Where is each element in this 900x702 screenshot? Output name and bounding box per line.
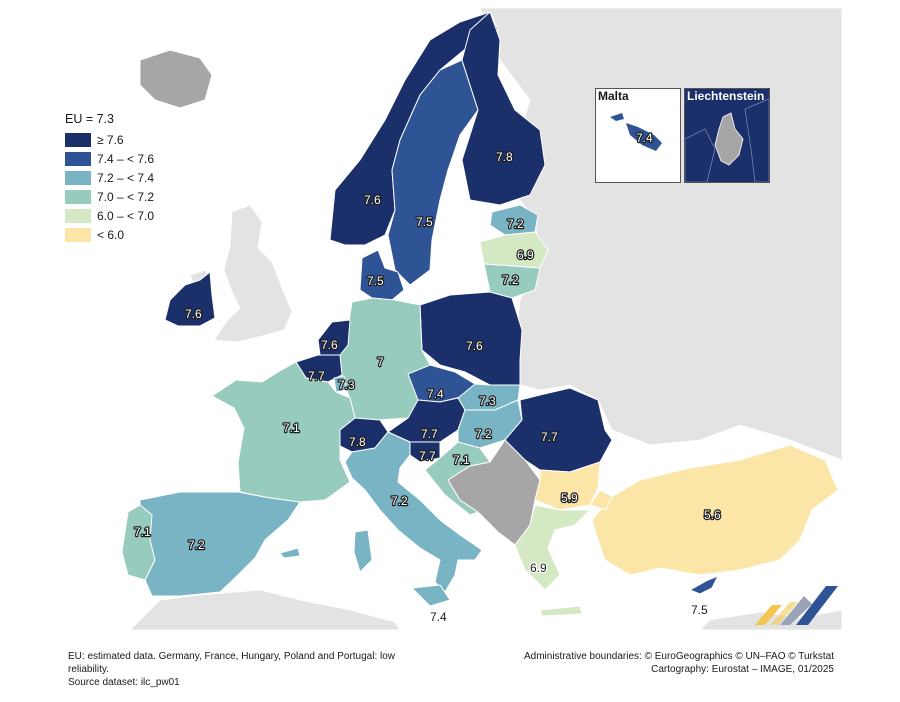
sicily [410,584,451,607]
value-denmark: 7.5 [367,274,384,288]
legend-label: ≥ 7.6 [97,132,124,147]
value-spain: 7.2 [188,538,205,552]
ireland [164,271,216,327]
legend-swatch [65,132,91,147]
iceland [139,49,213,109]
balearic-islands [279,547,301,559]
poland [419,291,523,386]
legend-swatch [65,227,91,242]
turkey [591,444,839,576]
footnote-line: reliability. [68,664,109,675]
legend-swatch [65,208,91,223]
legend-item: 6.0 – < 7.0 [65,206,154,225]
value-belgium: 7.7 [308,369,325,383]
luxembourg [333,375,347,393]
value-france: 7.1 [283,421,300,435]
eurostat-logo [755,586,838,625]
source-dataset: Source dataset: ilc_pw01 [68,677,180,688]
value-bulgaria: 5.9 [561,491,578,505]
legend-label: 7.0 – < 7.2 [97,189,155,204]
footnote: EU: estimated data. Germany, France, Hun… [68,650,395,689]
value-sweden: 7.5 [416,215,433,229]
legend-item: 7.4 – < 7.6 [65,149,154,168]
legend-title: EU = 7.3 [65,112,114,126]
value-ireland: 7.6 [185,307,202,321]
value-sicily: 7.4 [430,610,447,624]
value-greece: 6.9 [530,561,547,575]
value-hungary: 7.2 [475,427,492,441]
crete [539,605,583,617]
value-italy: 7.2 [391,494,408,508]
legend-swatch [65,170,91,185]
value-lithuania: 7.2 [502,273,519,287]
footnote-line: EU: estimated data. Germany, France, Hun… [68,651,396,662]
greece [514,504,592,591]
value-poland: 7.6 [466,339,483,353]
legend-label: 7.2 – < 7.4 [97,170,155,185]
sweden [387,59,479,286]
malta-inset: Malta 7.4 [595,88,681,183]
value-germany: 7 [377,355,384,369]
germany [337,297,431,421]
value-austria: 7.7 [421,427,438,441]
value-slovenia: 7.7 [419,449,436,463]
value-labels: 7.8 7.6 7.5 7.2 6.9 7.2 7.5 7.6 7.6 7.6 … [133,149,722,625]
denmark [359,249,405,301]
value-switzerland: 7.8 [349,435,366,449]
value-portugal: 7.1 [134,525,151,539]
value-croatia: 7.1 [453,453,470,467]
value-norway: 7.6 [364,193,381,207]
value-slovakia: 7.3 [479,394,496,408]
legend-label: 7.4 – < 7.6 [97,151,155,166]
value-netherlands: 7.6 [321,338,338,352]
italy [344,431,483,593]
liechtenstein-inset-title: Liechtenstein [687,89,765,103]
finland [461,11,546,206]
legend-swatch [65,189,91,204]
credits: Administrative boundaries: © EuroGeograp… [524,650,834,676]
malta-inset-title: Malta [598,89,629,103]
malta-shape: 7.4 [610,113,662,151]
legend-item: 7.2 – < 7.4 [65,168,154,187]
value-latvia: 6.9 [517,248,534,262]
legend-item: 7.0 – < 7.2 [65,187,154,206]
liechtenstein-inset: Liechtenstein [684,88,770,183]
value-luxembourg: 7.3 [338,378,355,392]
cartography-credit: Cartography: Eurostat – IMAGE, 01/2025 [651,664,834,675]
legend-label: 6.0 – < 7.0 [97,208,155,223]
portugal [121,504,156,581]
malta-value: 7.4 [636,131,653,145]
cyprus [688,575,720,595]
value-finland: 7.8 [496,150,513,164]
value-cyprus: 7.5 [691,603,708,617]
legend-label: < 6.0 [97,227,125,242]
value-czechia: 7.4 [427,387,444,401]
value-turkey: 5.6 [704,508,721,522]
liechtenstein-shape [685,98,769,182]
legend: EU = 7.3 ≥ 7.6 7.4 – < 7.6 7.2 – < 7.4 7… [65,112,154,244]
value-estonia: 7.2 [507,217,524,231]
sardinia [353,529,373,573]
legend-swatch [65,151,91,166]
admin-boundaries-credit: Administrative boundaries: © EuroGeograp… [523,651,834,662]
legend-item: ≥ 7.6 [65,130,154,149]
turkey-thrace [589,489,613,511]
value-romania: 7.7 [541,430,558,444]
legend-item: < 6.0 [65,225,154,244]
